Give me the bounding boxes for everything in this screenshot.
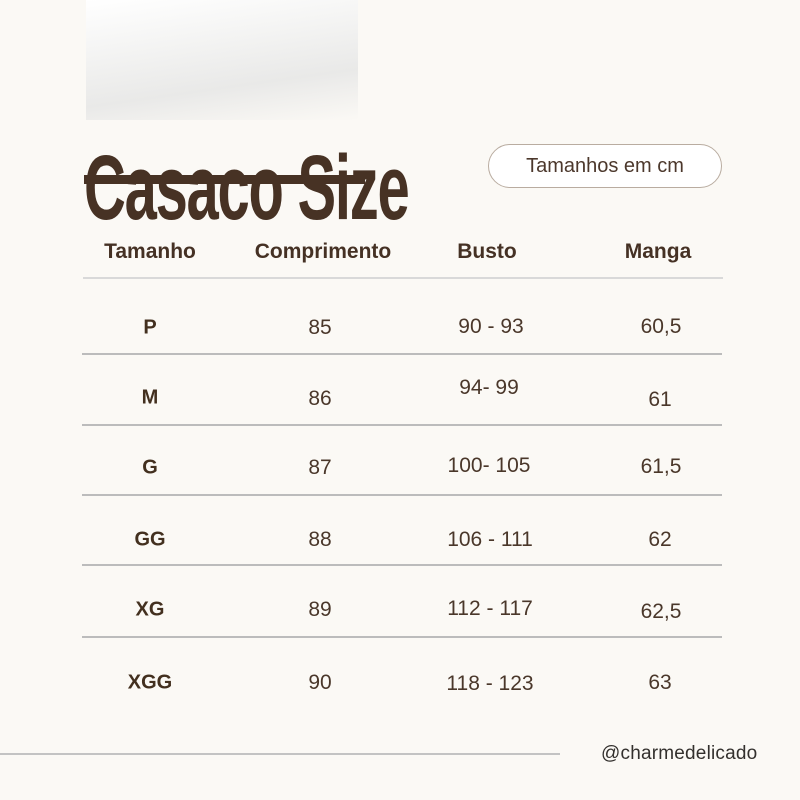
row-divider bbox=[82, 636, 722, 638]
units-badge: Tamanhos em cm bbox=[488, 144, 722, 188]
manga-cell: 61,5 bbox=[640, 455, 682, 478]
social-handle: @charmedelicado bbox=[601, 743, 758, 764]
header-divider bbox=[83, 277, 723, 279]
units-badge-label: Tamanhos em cm bbox=[526, 154, 684, 177]
bottom-divider bbox=[0, 753, 560, 755]
size-cell: GG bbox=[134, 528, 166, 551]
manga-cell: 61 bbox=[648, 388, 672, 411]
column-header-manga: Manga bbox=[624, 240, 692, 263]
size-cell: P bbox=[143, 316, 157, 339]
size-cell: XGG bbox=[127, 671, 173, 694]
comprimento-cell: 88 bbox=[308, 528, 332, 551]
header-glare-strip bbox=[86, 0, 358, 120]
title-underline bbox=[84, 175, 365, 184]
comprimento-cell: 85 bbox=[308, 316, 332, 339]
busto-cell: 100- 105 bbox=[447, 454, 531, 477]
column-header-comprimento: Comprimento bbox=[254, 240, 392, 263]
manga-cell: 62,5 bbox=[640, 600, 682, 623]
busto-cell: 112 - 117 bbox=[447, 597, 533, 620]
row-divider bbox=[82, 564, 722, 566]
column-header-tamanho: Tamanho bbox=[104, 240, 196, 263]
busto-cell: 106 - 111 bbox=[447, 528, 533, 551]
comprimento-cell: 87 bbox=[308, 456, 332, 479]
comprimento-cell: 90 bbox=[308, 671, 332, 694]
busto-cell: 90 - 93 bbox=[458, 315, 524, 338]
size-cell: M bbox=[141, 386, 159, 409]
comprimento-cell: 89 bbox=[308, 598, 332, 621]
size-cell: G bbox=[142, 456, 158, 479]
row-divider bbox=[82, 494, 722, 496]
manga-cell: 60,5 bbox=[640, 315, 682, 338]
size-cell: XG bbox=[135, 598, 165, 621]
comprimento-cell: 86 bbox=[308, 387, 332, 410]
row-divider bbox=[82, 424, 722, 426]
page-title: Casaco Size bbox=[84, 136, 410, 239]
column-header-busto: Busto bbox=[457, 240, 517, 263]
manga-cell: 63 bbox=[648, 671, 672, 694]
busto-cell: 118 - 123 bbox=[446, 672, 534, 695]
busto-cell: 94- 99 bbox=[459, 376, 519, 399]
manga-cell: 62 bbox=[648, 528, 672, 551]
row-divider bbox=[82, 353, 722, 355]
